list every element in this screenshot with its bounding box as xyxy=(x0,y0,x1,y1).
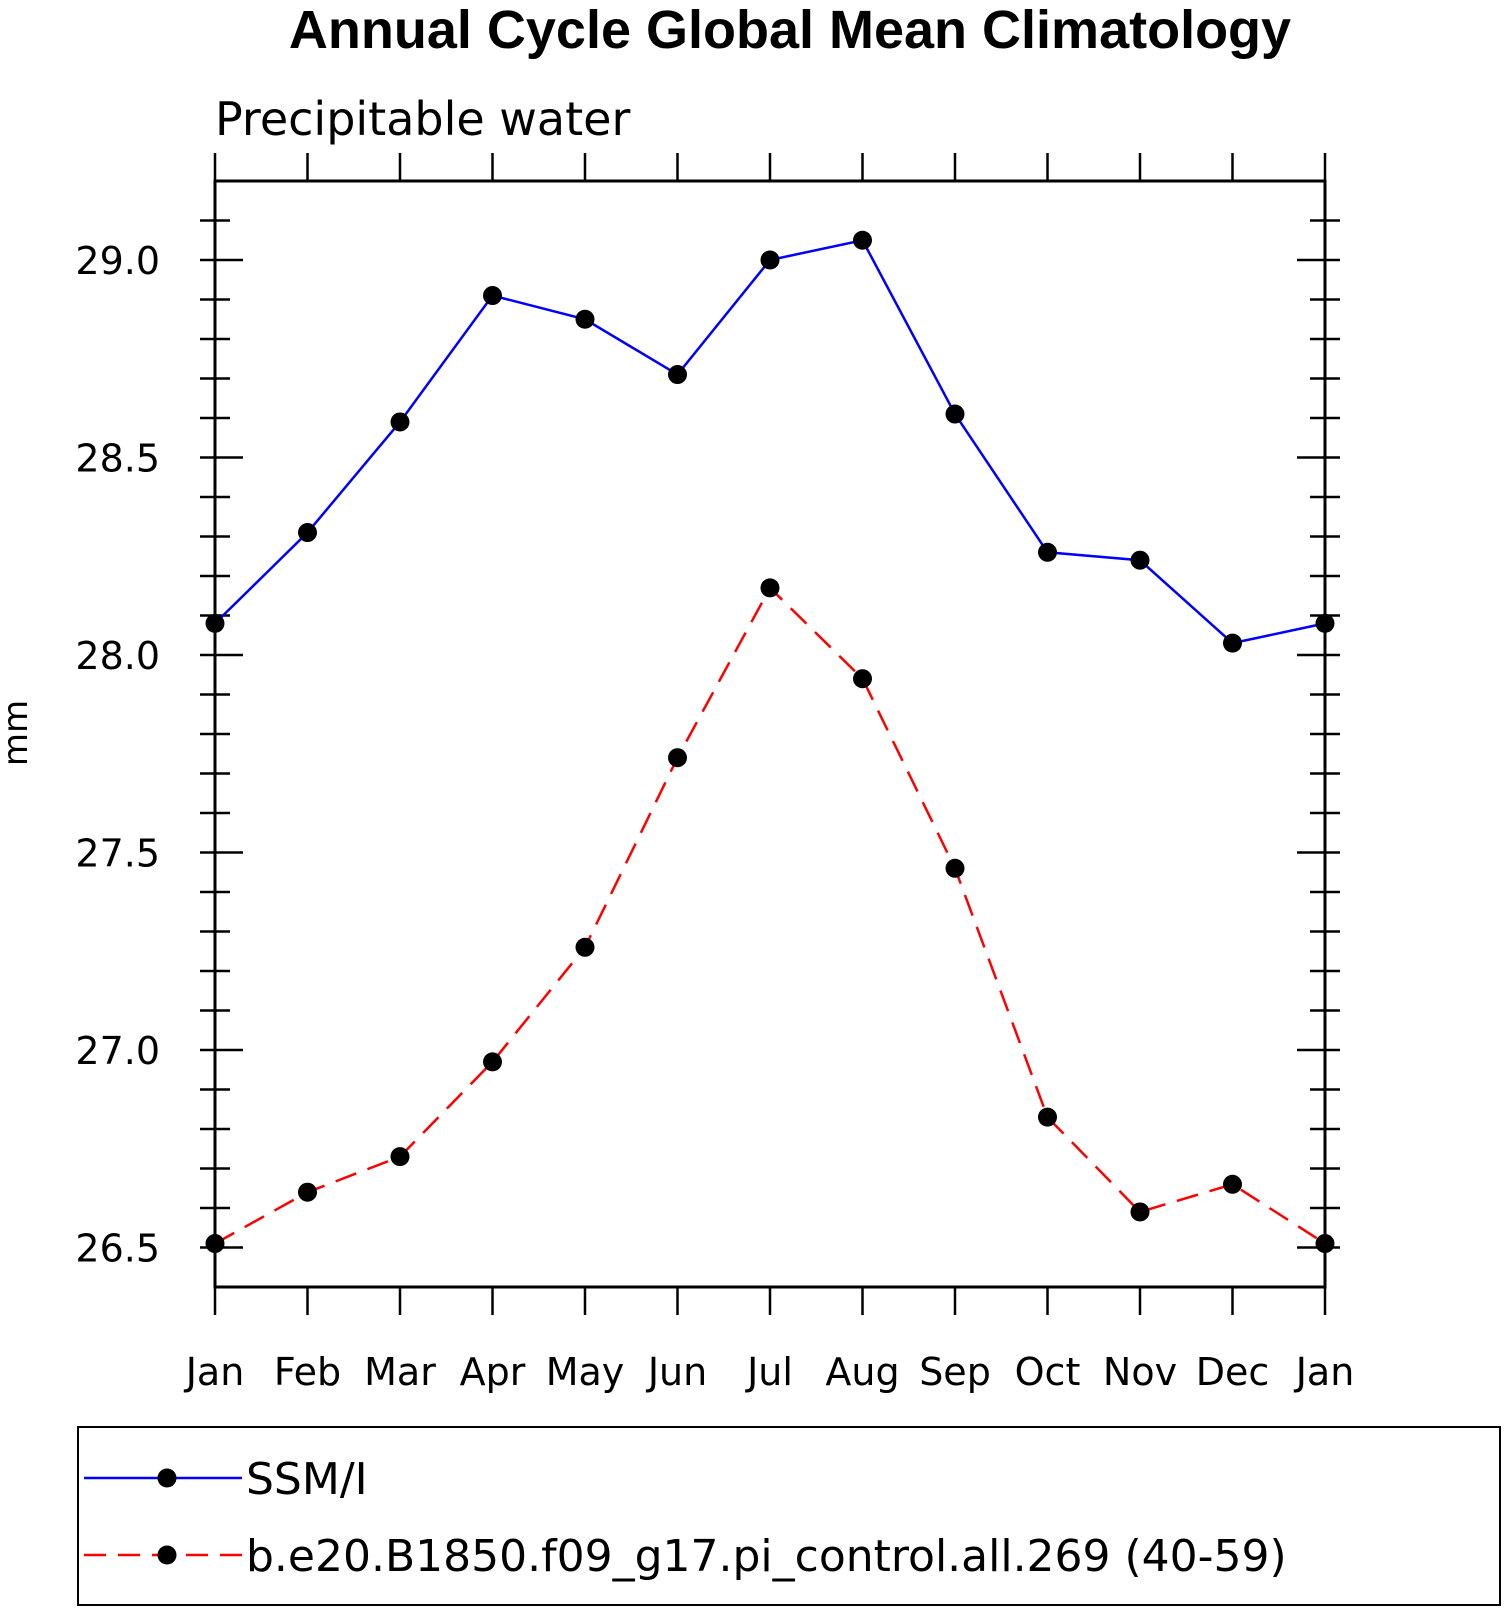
data-point xyxy=(1223,1174,1242,1194)
legend-label-2: b.e20.B1850.f09_g17.pi_control.all.269 (… xyxy=(246,1531,1287,1582)
x-tick-label: Dec xyxy=(1196,1350,1270,1394)
data-point xyxy=(760,578,780,598)
x-tick-label: Apr xyxy=(460,1350,526,1394)
data-point xyxy=(668,748,687,768)
x-tick-label: Mar xyxy=(364,1350,436,1394)
data-point xyxy=(575,937,595,957)
data-point xyxy=(575,309,595,329)
x-tick-label: Jan xyxy=(184,1350,245,1394)
y-tick-label: 27.0 xyxy=(75,1029,160,1073)
data-point xyxy=(1223,633,1242,653)
data-point xyxy=(205,613,225,633)
data-point xyxy=(1130,550,1150,570)
legend-marker-1 xyxy=(157,1468,177,1488)
series-line-2 xyxy=(214,585,1326,1245)
axes: 26.5 27.0 27.5 28.0 28.5 29.0 Jan Feb Mar Apr May J… xyxy=(75,153,1354,1394)
data-point xyxy=(1130,1202,1150,1222)
data-point xyxy=(390,412,410,432)
data-point xyxy=(1315,1234,1335,1254)
x-tick-label: Jan xyxy=(1294,1350,1355,1394)
data-point xyxy=(1315,613,1335,633)
data-point xyxy=(760,250,780,270)
data-point xyxy=(483,286,502,306)
x-tick-label: May xyxy=(546,1350,625,1394)
chart-subtitle: Precipitable water xyxy=(215,92,630,146)
data-point xyxy=(668,365,687,385)
x-tick-label: Oct xyxy=(1015,1350,1081,1394)
data-point xyxy=(853,669,872,689)
chart-title: Annual Cycle Global Mean Climatology xyxy=(289,0,1291,60)
data-point xyxy=(205,1234,225,1254)
plot-frame xyxy=(213,179,1327,1289)
legend-box xyxy=(77,1426,1501,1606)
data-point xyxy=(298,523,317,543)
x-tick-label: Feb xyxy=(274,1350,341,1394)
x-tick-label: Aug xyxy=(825,1350,899,1394)
data-point xyxy=(945,404,965,424)
y-axis-label: mm xyxy=(0,700,36,766)
data-point xyxy=(945,858,965,878)
x-tick-label: Nov xyxy=(1103,1350,1177,1394)
x-tick-label: Jun xyxy=(646,1350,707,1394)
legend-marker-2 xyxy=(157,1545,177,1565)
data-point xyxy=(1038,1107,1057,1127)
legend: SSM/I b.e20.B1850.f09_g17.pi_control.all.… xyxy=(84,1454,1287,1582)
y-tick-label: 27.5 xyxy=(75,832,160,876)
data-point xyxy=(483,1052,502,1072)
y-tick-label: 26.5 xyxy=(75,1227,160,1271)
x-tick-label: Jul xyxy=(745,1350,793,1394)
y-tick-label: 29.0 xyxy=(75,239,160,283)
x-tick-label: Sep xyxy=(919,1350,991,1394)
y-tick-label: 28.5 xyxy=(75,437,160,481)
data-point xyxy=(853,230,872,250)
data-point xyxy=(390,1147,410,1167)
data-point xyxy=(298,1182,317,1202)
y-tick-label: 28.0 xyxy=(75,634,160,678)
legend-label-1: SSM/I xyxy=(246,1454,368,1505)
data-point xyxy=(1038,542,1057,562)
series-group xyxy=(205,230,1335,1254)
